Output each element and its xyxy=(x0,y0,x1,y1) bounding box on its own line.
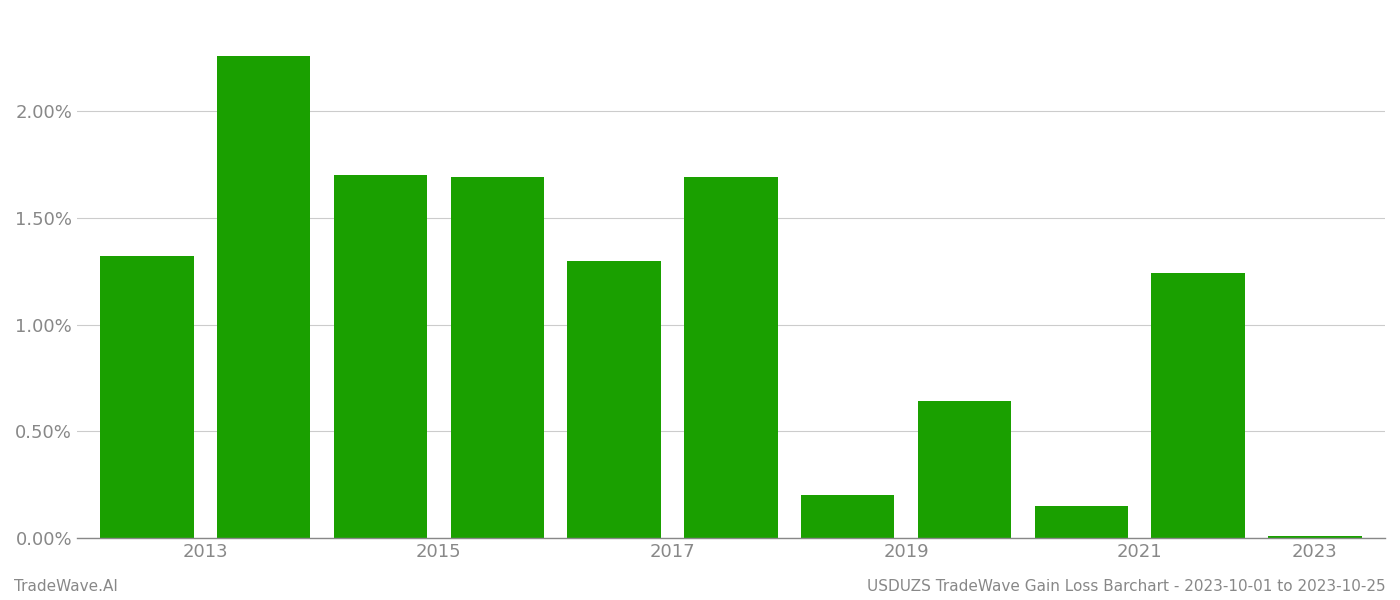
Bar xyxy=(451,177,545,538)
Text: TradeWave.AI: TradeWave.AI xyxy=(14,579,118,594)
Bar xyxy=(101,256,193,538)
Bar xyxy=(1268,536,1362,538)
Bar xyxy=(685,177,777,538)
Text: USDUZS TradeWave Gain Loss Barchart - 2023-10-01 to 2023-10-25: USDUZS TradeWave Gain Loss Barchart - 20… xyxy=(868,579,1386,594)
Bar xyxy=(801,496,895,538)
Bar xyxy=(217,56,311,538)
Bar xyxy=(1151,274,1245,538)
Bar xyxy=(918,401,1011,538)
Bar xyxy=(567,260,661,538)
Bar xyxy=(1035,506,1128,538)
Bar xyxy=(333,175,427,538)
